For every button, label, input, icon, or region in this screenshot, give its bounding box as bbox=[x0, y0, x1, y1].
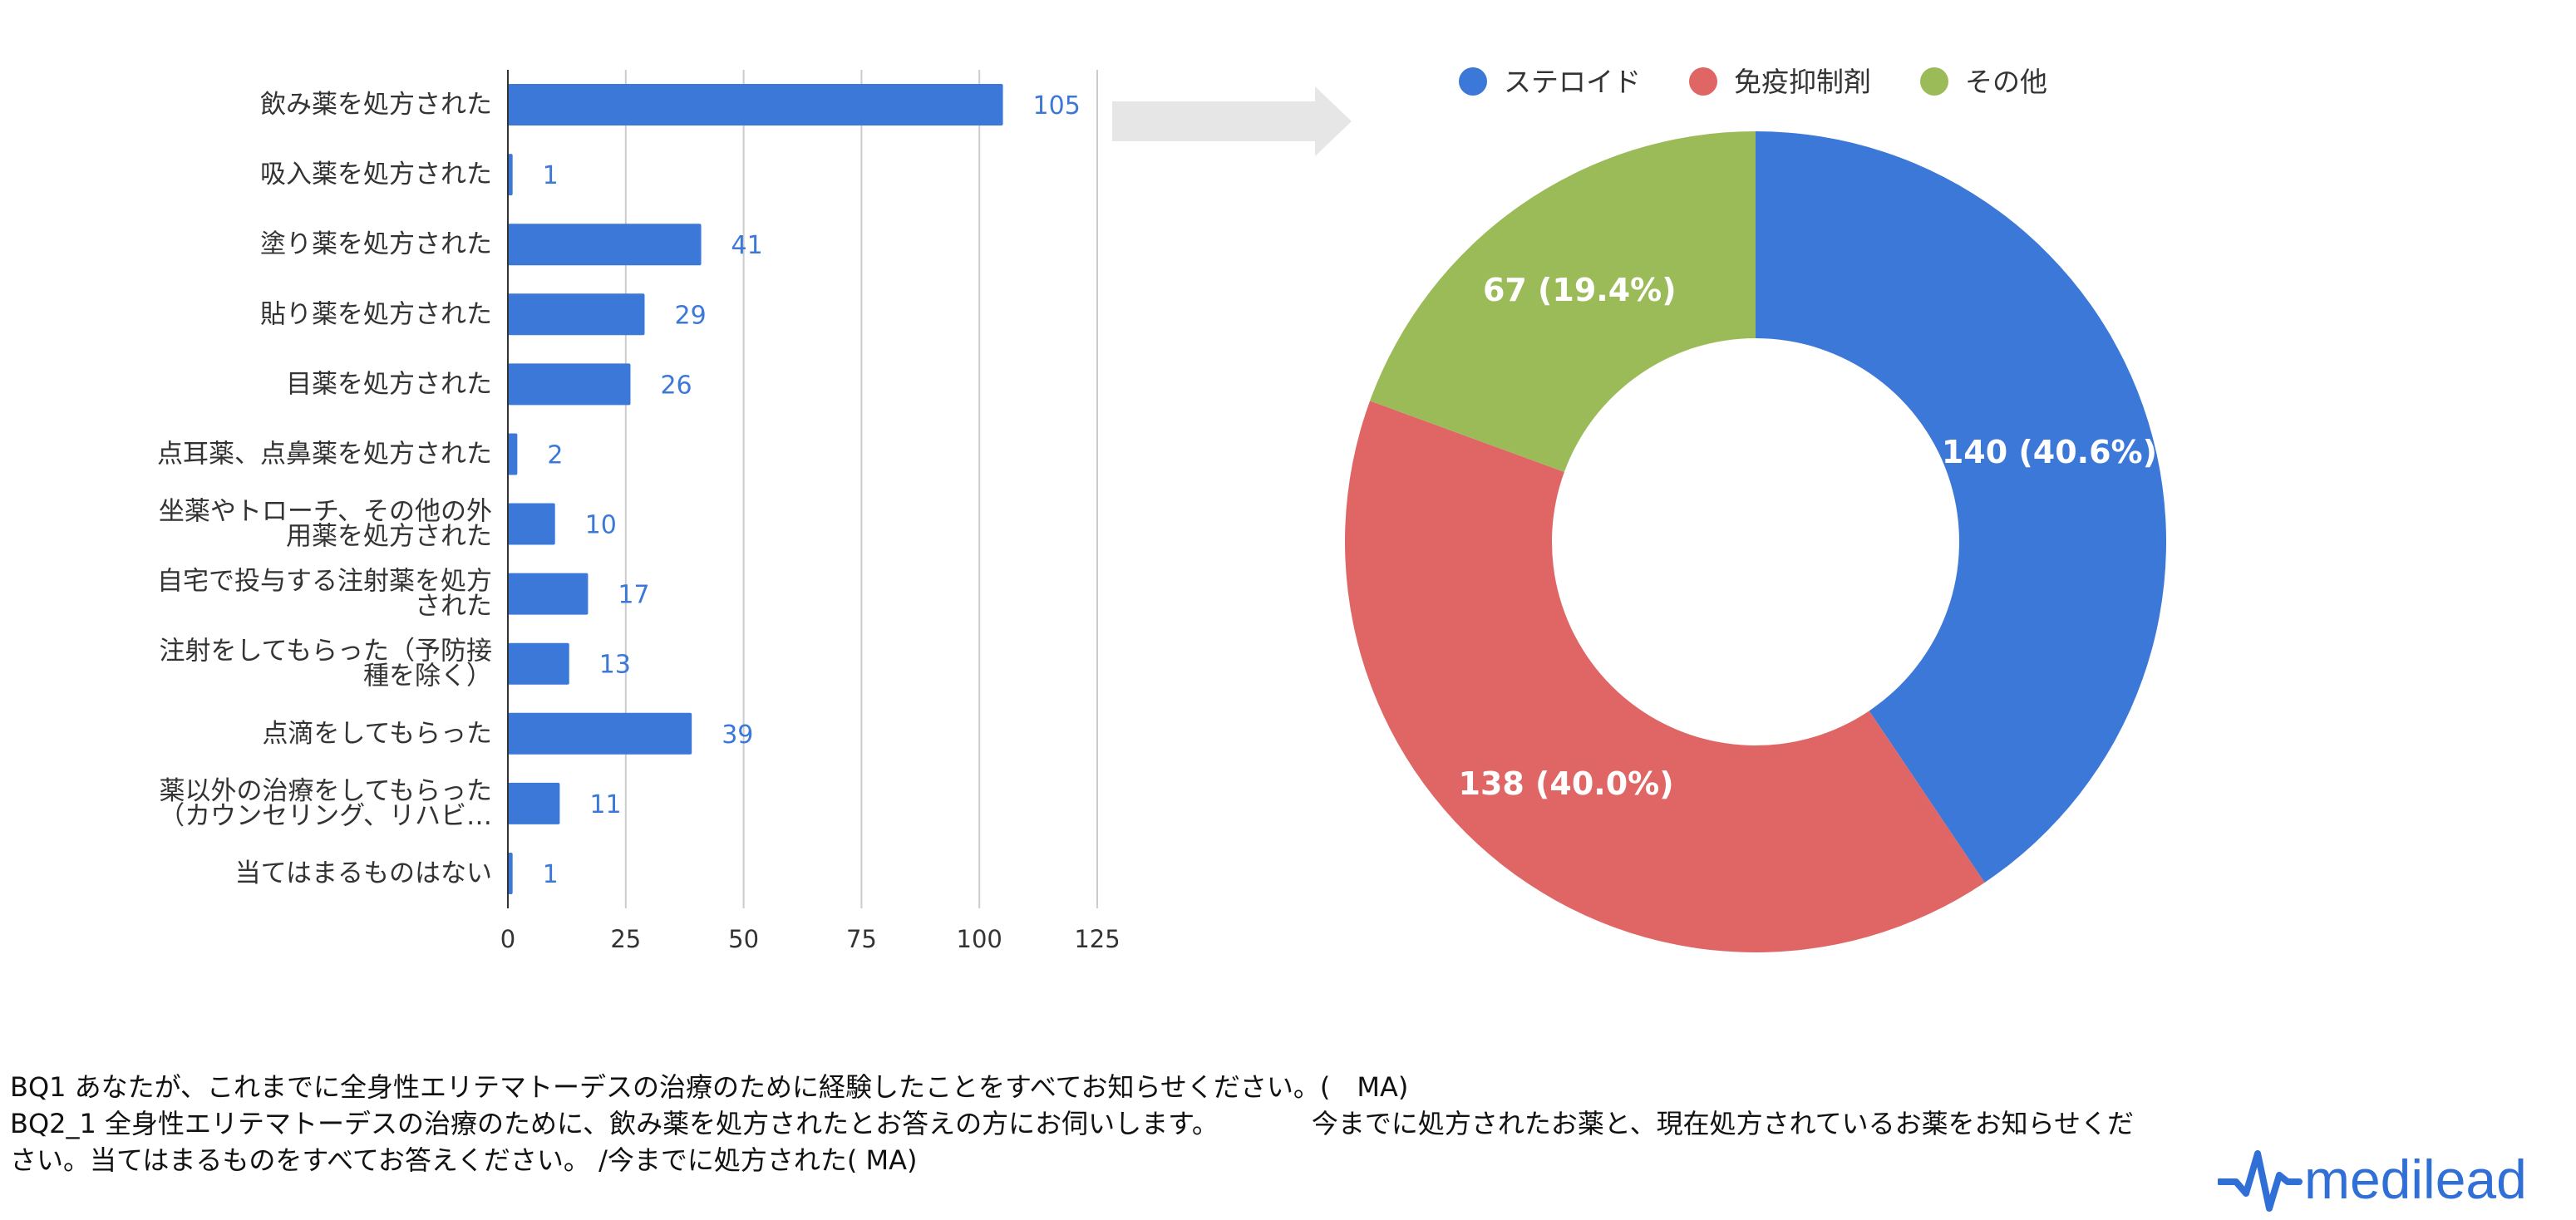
bar-chart-x-tick-label: 100 bbox=[957, 925, 1002, 953]
bar-chart-bar bbox=[508, 642, 569, 685]
bar-chart-x-tick-label: 50 bbox=[728, 925, 759, 953]
bar-chart-value-label: 29 bbox=[674, 301, 706, 330]
footnote-line-2: BQ2_1 全身性エリテマトーデスの治療のために、飲み薬を処方されたとお答えの方… bbox=[10, 1108, 2134, 1139]
medilead-pulse-logo-icon bbox=[2218, 1150, 2303, 1212]
bar-chart-value-label: 11 bbox=[589, 790, 621, 819]
bar-chart-bar bbox=[508, 84, 1003, 126]
bar-chart-value-label: 1 bbox=[543, 161, 559, 190]
bar-chart-x-tick-label: 25 bbox=[610, 925, 641, 953]
donut-chart-slices bbox=[1345, 131, 2167, 952]
donut-chart-slice-label: 138 (40.0%) bbox=[1459, 765, 1674, 802]
legend-label: ステロイド bbox=[1504, 66, 1641, 98]
bar-chart-value-label: 1 bbox=[543, 860, 559, 889]
bar-chart-category-label: 坐薬やトローチ、その他の外用薬を処方された bbox=[159, 497, 492, 552]
donut-chart-slice bbox=[1345, 401, 1985, 952]
donut-chart-slice-label: 140 (40.6%) bbox=[1942, 434, 2157, 470]
bar-chart-bar bbox=[508, 433, 518, 475]
donut-chart-slice-label: 67 (19.4%) bbox=[1483, 272, 1677, 308]
donut-chart-slice bbox=[1370, 131, 1756, 472]
footnote-line-1: BQ1 あなたが、これまでに全身性エリテマトーデスの治療のために経験したことをす… bbox=[10, 1071, 1409, 1103]
bar-chart-gridlines bbox=[624, 70, 1098, 908]
legend-swatch bbox=[1689, 67, 1717, 96]
bar-chart: 飲み薬を処方された吸入薬を処方された塗り薬を処方された貼り薬を処方された目薬を処… bbox=[157, 70, 1121, 953]
bar-chart-bar bbox=[508, 573, 589, 615]
bar-chart-x-tick-labels: 0 25 50 75 100 125 bbox=[500, 925, 1121, 953]
bar-chart-value-label: 105 bbox=[1033, 91, 1081, 121]
bar-chart-category-label: 自宅で投与する注射薬を処方された bbox=[157, 567, 492, 622]
bar-chart-x-tick-label: 125 bbox=[1074, 925, 1120, 953]
medilead-logo: medilead bbox=[2218, 1149, 2527, 1212]
bar-chart-bar bbox=[508, 154, 513, 196]
bar-chart-value-label: 26 bbox=[660, 371, 692, 400]
bar-chart-category-label: 注射をしてもらった（予防接種を除く） bbox=[159, 637, 492, 691]
medilead-logo-text: medilead bbox=[2304, 1149, 2527, 1210]
bar-chart-value-label: 41 bbox=[731, 231, 763, 260]
bar-chart-category-label: 薬以外の治療をしてもらった（カウンセリング、リハビ… bbox=[159, 776, 492, 831]
bar-chart-category-label: 点耳薬、点鼻薬を処方された bbox=[157, 439, 492, 469]
bar-chart-category-label: 当てはまるものはない bbox=[235, 858, 492, 888]
bar-chart-category-label: 点滴をしてもらった bbox=[262, 719, 492, 749]
bar-chart-bars bbox=[508, 84, 1003, 894]
bar-chart-category-labels: 飲み薬を処方された吸入薬を処方された塗り薬を処方された貼り薬を処方された目薬を処… bbox=[157, 90, 492, 888]
bar-chart-bar bbox=[508, 503, 555, 545]
legend-swatch bbox=[1459, 67, 1487, 96]
legend-label: その他 bbox=[1965, 66, 2047, 98]
bar-chart-x-tick-label: 0 bbox=[500, 925, 515, 953]
bar-chart-bar bbox=[508, 363, 631, 406]
bar-chart-bar bbox=[508, 712, 692, 755]
bar-chart-bar bbox=[508, 224, 702, 266]
bar-chart-category-label: 吸入薬を処方された bbox=[260, 160, 492, 189]
donut-chart-legend: ステロイド 免疫抑制剤 その他 bbox=[1459, 66, 2047, 98]
bar-chart-value-label: 13 bbox=[599, 651, 631, 680]
bar-chart-category-label: 塗り薬を処方された bbox=[260, 229, 492, 259]
bar-chart-value-label: 10 bbox=[585, 511, 617, 540]
donut-chart-slice-labels: 140 (40.6%) 138 (40.0%) 67 (19.4%) bbox=[1459, 272, 2157, 802]
donut-chart-slice bbox=[1756, 131, 2167, 883]
legend-label: 免疫抑制剤 bbox=[1734, 66, 1871, 98]
donut-chart: ステロイド 免疫抑制剤 その他 140 (40.6%) 138 (40.0%) 67 (… bbox=[1345, 66, 2167, 952]
bar-chart-category-label: 目薬を処方された bbox=[286, 369, 492, 399]
bar-chart-category-label: 貼り薬を処方された bbox=[260, 299, 492, 329]
bar-chart-category-label: 飲み薬を処方された bbox=[260, 90, 492, 120]
bar-chart-value-label: 2 bbox=[547, 440, 563, 470]
bar-chart-bar bbox=[508, 782, 560, 824]
footnote-line-3: さい。当てはまるものをすべてお答えください。 /今までに処方された( MA) bbox=[10, 1144, 918, 1176]
bar-chart-value-label: 17 bbox=[618, 581, 649, 610]
bar-chart-bar bbox=[508, 293, 645, 336]
bar-chart-bar bbox=[508, 852, 513, 894]
question-footnote: BQ1 あなたが、これまでに全身性エリテマトーデスの治療のために経験したことをす… bbox=[10, 1069, 2504, 1178]
bar-chart-value-label: 39 bbox=[722, 721, 753, 750]
legend-swatch bbox=[1920, 67, 1948, 96]
bar-chart-x-tick-label: 75 bbox=[846, 925, 877, 953]
right-arrow-icon bbox=[1112, 86, 1352, 156]
